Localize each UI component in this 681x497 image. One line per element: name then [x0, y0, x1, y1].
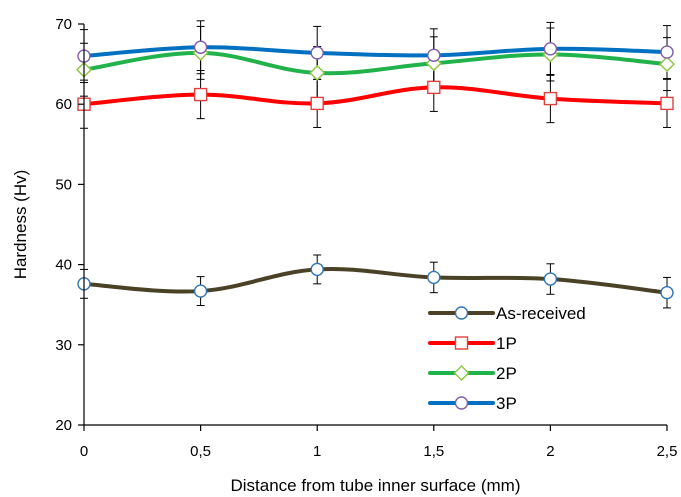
- series-line-2p: [82, 50, 669, 76]
- data-point: [310, 262, 324, 277]
- y-tick-label: 30: [55, 337, 72, 354]
- data-point: [659, 56, 675, 73]
- y-tick-label: 60: [55, 96, 72, 113]
- legend-label: 1P: [496, 334, 517, 353]
- data-point: [193, 40, 208, 54]
- legend-marker: [453, 365, 470, 381]
- data-point: [543, 91, 558, 106]
- y-tick-label: 40: [55, 257, 72, 274]
- error-bars: [80, 20, 671, 309]
- legend-marker: [454, 336, 469, 350]
- data-point: [660, 45, 674, 59]
- series-lines: [82, 45, 669, 295]
- legend-marker: [454, 306, 469, 320]
- data-point: [427, 48, 441, 62]
- data-point: [543, 272, 558, 286]
- legend-label: As-received: [496, 304, 586, 323]
- data-point: [310, 96, 324, 111]
- x-axis-title: Distance from tube inner surface (mm): [230, 476, 520, 495]
- x-tick-label: 2: [546, 443, 554, 460]
- series-line-3p: [82, 45, 669, 59]
- series-line-as-received: [82, 267, 669, 295]
- data-point: [193, 284, 208, 298]
- legend-label: 2P: [496, 364, 517, 383]
- data-point: [310, 46, 324, 60]
- y-tick-label: 70: [55, 16, 72, 33]
- data-point: [660, 285, 674, 300]
- y-tick-label: 50: [55, 176, 72, 193]
- axes: [78, 23, 668, 431]
- legend-marker: [454, 396, 469, 410]
- x-tick-label: 0,5: [190, 443, 211, 460]
- data-point: [193, 87, 208, 102]
- legend-label: 3P: [496, 394, 517, 413]
- tick-labels: 20 30 40 50 60 70 0 0,5 1 1,5 2 2,5: [55, 16, 677, 460]
- y-tick-label: 20: [55, 417, 72, 434]
- x-tick-label: 0: [80, 443, 88, 460]
- data-point: [427, 270, 441, 285]
- data-point: [543, 42, 558, 56]
- x-tick-label: 1,5: [423, 443, 444, 460]
- data-point: [660, 96, 674, 111]
- y-axis-title: Hardness (Hv): [11, 170, 30, 280]
- data-point: [309, 64, 326, 81]
- series-line-1p: [82, 85, 669, 107]
- data-point: [427, 80, 441, 95]
- x-tick-label: 2,5: [657, 443, 678, 460]
- series-markers: [76, 40, 675, 300]
- legend: As-received 1P 2P 3P: [428, 304, 586, 413]
- x-tick-label: 1: [313, 443, 321, 460]
